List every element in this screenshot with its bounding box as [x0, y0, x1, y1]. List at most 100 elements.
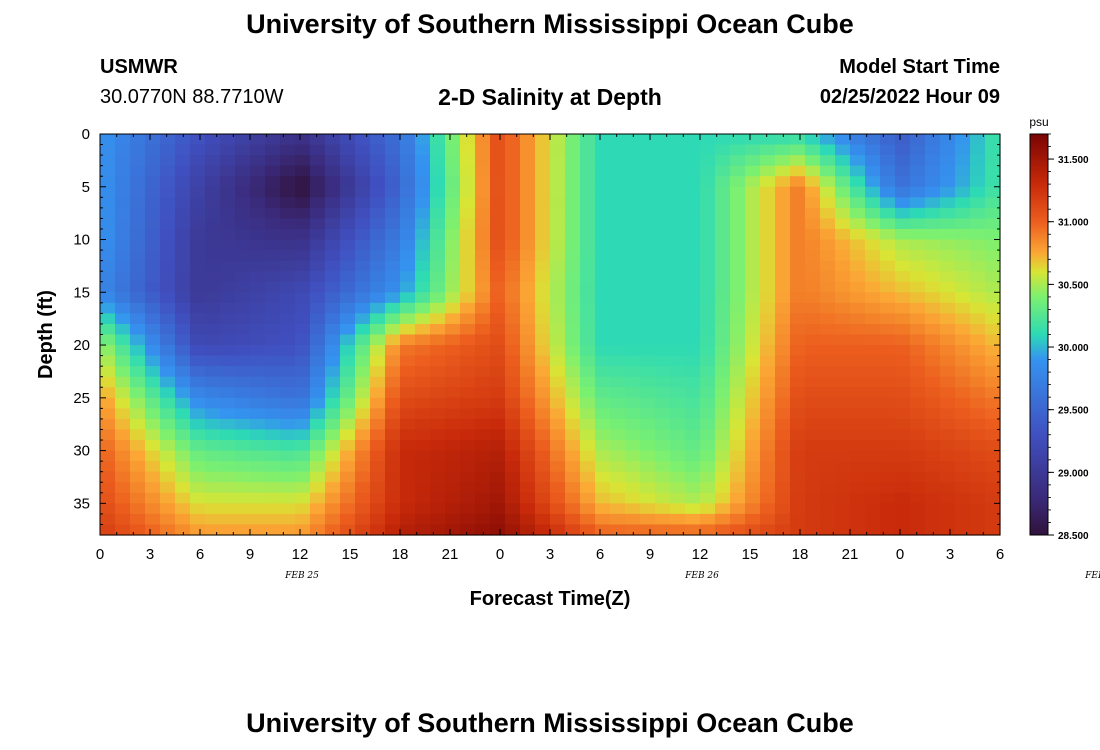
heatmap-cell	[130, 271, 146, 283]
heatmap-cell	[415, 334, 431, 346]
heatmap-cell	[970, 482, 986, 494]
heatmap-cell	[730, 387, 746, 399]
heatmap-cell	[880, 387, 896, 399]
heatmap-cell	[955, 197, 971, 209]
heatmap-cell	[190, 397, 206, 409]
heatmap-cell	[220, 376, 236, 388]
heatmap-cell	[715, 513, 731, 526]
heatmap-cell	[535, 387, 551, 399]
heatmap-cell	[775, 302, 791, 314]
heatmap-cell	[970, 292, 986, 304]
heatmap-cell	[340, 292, 356, 304]
heatmap-cell	[820, 387, 836, 399]
heatmap-cell	[415, 186, 431, 198]
heatmap-cell	[295, 228, 311, 241]
heatmap-cell	[175, 271, 191, 283]
heatmap-cell	[430, 366, 446, 378]
heatmap-cell	[295, 155, 311, 167]
heatmap-cell	[520, 387, 536, 399]
heatmap-cell	[130, 345, 146, 357]
heatmap-cell	[640, 429, 656, 441]
heatmap-cell	[100, 302, 116, 314]
heatmap-cell	[460, 482, 476, 494]
heatmap-cell	[145, 461, 161, 473]
heatmap-cell	[985, 355, 1001, 367]
heatmap-cell	[865, 387, 881, 399]
heatmap-cell	[160, 313, 176, 325]
heatmap-cell	[850, 450, 866, 462]
heatmap-cell	[100, 503, 116, 515]
heatmap-cell	[505, 155, 521, 167]
heatmap-cell	[250, 165, 266, 177]
heatmap-cell	[235, 366, 251, 378]
heatmap-cell	[175, 334, 191, 346]
heatmap-cell	[130, 197, 146, 209]
heatmap-cell	[940, 524, 956, 536]
heatmap-cell	[910, 482, 926, 494]
heatmap-cell	[700, 450, 716, 462]
heatmap-cell	[835, 418, 851, 431]
heatmap-cell	[505, 387, 521, 399]
heatmap-cell	[730, 281, 746, 293]
heatmap-cell	[190, 186, 206, 198]
heatmap-cell	[565, 513, 581, 526]
heatmap-cell	[775, 450, 791, 462]
heatmap-cell	[745, 492, 761, 504]
heatmap-cell	[595, 450, 611, 462]
heatmap-cell	[955, 366, 971, 378]
heatmap-cell	[235, 281, 251, 293]
heatmap-cell	[850, 492, 866, 504]
heatmap-cell	[490, 471, 506, 483]
y-tick-label: 25	[73, 390, 90, 407]
heatmap-cell	[310, 429, 326, 441]
heatmap-cell	[460, 218, 476, 230]
heatmap-cell	[115, 387, 131, 399]
heatmap-cell	[985, 313, 1001, 325]
heatmap-cell	[550, 524, 566, 536]
heatmap-cell	[490, 228, 506, 241]
heatmap-cell	[445, 218, 461, 230]
heatmap-cell	[160, 218, 176, 230]
heatmap-cell	[250, 366, 266, 378]
heatmap-cell	[460, 260, 476, 272]
heatmap-cell	[820, 186, 836, 198]
heatmap-cell	[820, 482, 836, 494]
heatmap-cell	[895, 461, 911, 473]
heatmap-cell	[910, 345, 926, 357]
heatmap-cell	[520, 450, 536, 462]
heatmap-cell	[265, 334, 281, 346]
heatmap-cell	[700, 334, 716, 346]
heatmap-cell	[865, 260, 881, 272]
heatmap-cell	[625, 418, 641, 431]
heatmap-cell	[505, 313, 521, 325]
heatmap-cell	[775, 281, 791, 293]
heatmap-cell	[565, 302, 581, 314]
heatmap-cell	[565, 461, 581, 473]
heatmap-cell	[100, 429, 116, 441]
heatmap-cell	[520, 155, 536, 167]
heatmap-cell	[790, 355, 806, 367]
heatmap-cell	[130, 471, 146, 483]
heatmap-cell	[700, 176, 716, 188]
heatmap-cell	[910, 207, 926, 220]
heatmap-cell	[820, 418, 836, 431]
heatmap-cell	[355, 376, 371, 388]
heatmap-cell	[550, 165, 566, 177]
heatmap-cell	[880, 323, 896, 336]
heatmap-cell	[940, 482, 956, 494]
heatmap-cell	[895, 302, 911, 314]
heatmap-cell	[670, 239, 686, 251]
heatmap-cell	[445, 429, 461, 441]
heatmap-cell	[355, 492, 371, 504]
heatmap-cell	[325, 323, 341, 336]
heatmap-cell	[520, 513, 536, 526]
heatmap-cell	[460, 165, 476, 177]
heatmap-cell	[775, 271, 791, 283]
heatmap-cell	[430, 492, 446, 504]
heatmap-cell	[940, 387, 956, 399]
heatmap-cell	[760, 408, 776, 420]
heatmap-cell	[790, 513, 806, 526]
heatmap-cell	[595, 281, 611, 293]
heatmap-cell	[490, 165, 506, 177]
heatmap-cell	[265, 429, 281, 441]
